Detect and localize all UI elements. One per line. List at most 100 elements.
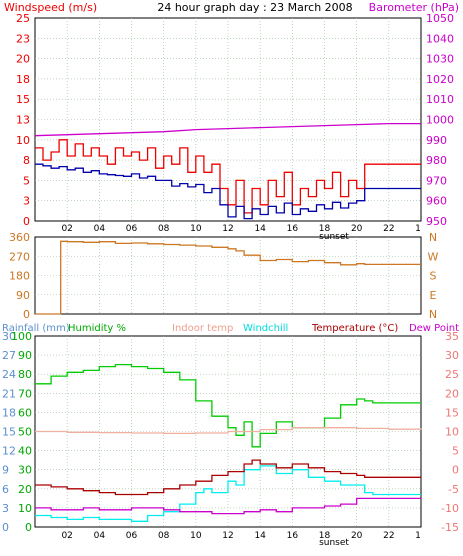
humidity-tick-label: 0 xyxy=(25,521,32,534)
direction-tick-label: 90 xyxy=(16,289,30,302)
wind-x-tick-label: 12 xyxy=(222,224,233,234)
legend-indoor-temp: Indoor temp xyxy=(172,323,233,334)
barometer-tick-label: 1030 xyxy=(426,53,454,66)
direction-tick-label: 180 xyxy=(9,270,30,283)
rainfall-tick-label: 27 xyxy=(2,349,16,362)
sunset-label-bottom: sunset xyxy=(319,538,349,548)
temp-x-tick-label: 08 xyxy=(158,531,170,541)
temperature-tick-label: 5 xyxy=(452,445,459,458)
barometer-axis-title: Barometer (hPa) xyxy=(369,1,459,14)
wind-x-tick-label: 06 xyxy=(126,224,138,234)
humidity-tick-label: 90 xyxy=(18,349,32,362)
direction-tick-label: 270 xyxy=(9,250,30,263)
humidity-tick-label: 60 xyxy=(18,406,32,419)
compass-tick-label: N xyxy=(429,231,437,244)
temp-series-humidity xyxy=(35,363,421,448)
windspeed-tick-label: 5 xyxy=(23,174,30,187)
barometer-tick-label: 980 xyxy=(426,154,447,167)
windspeed-axis-title: Windspeed (m/s) xyxy=(4,1,97,14)
humidity-tick-label: 80 xyxy=(18,368,32,381)
humidity-tick-label: 40 xyxy=(18,445,32,458)
temp-x-tick-label: 22 xyxy=(383,531,394,541)
temp-x-tick-label: 20 xyxy=(351,531,363,541)
temp-x-tick-label: 10 xyxy=(190,531,202,541)
temperature-tick-label: 0 xyxy=(452,464,459,477)
barometer-tick-label: 1040 xyxy=(426,32,454,45)
wind-x-tick-label: 04 xyxy=(94,224,106,234)
legend-dewpoint: Dew Point xyxy=(409,323,459,334)
temp-x-tick-label: 06 xyxy=(126,531,138,541)
barometer-tick-label: 1010 xyxy=(426,93,454,106)
grid-layer xyxy=(35,18,421,527)
wind-series-windspeed xyxy=(35,139,421,214)
temp-series-windchill xyxy=(35,465,421,522)
chart-title: 24 hour graph day : 23 March 2008 xyxy=(157,1,352,14)
wind-x-tick-label: 14 xyxy=(254,224,266,234)
temperature-tick-label: 30 xyxy=(445,349,459,362)
humidity-tick-label: 100 xyxy=(11,330,32,343)
rainfall-tick-label: 18 xyxy=(2,406,16,419)
barometer-tick-label: 950 xyxy=(426,215,447,228)
windspeed-tick-label: 18 xyxy=(16,73,30,86)
temperature-tick-label: -15 xyxy=(441,521,459,534)
wind-x-tick-label: 1 xyxy=(415,224,421,234)
barometer-tick-label: 1000 xyxy=(426,114,454,127)
temp-series-temperature xyxy=(35,459,421,496)
wind-x-tick-label: 18 xyxy=(319,224,331,234)
temp-x-tick-label: 04 xyxy=(94,531,106,541)
barometer-tick-label: 1050 xyxy=(426,12,454,25)
barometer-tick-label: 1020 xyxy=(426,73,454,86)
temp-x-tick-label: 14 xyxy=(254,531,266,541)
compass-tick-label: N xyxy=(429,308,437,321)
temp-x-tick-label: 12 xyxy=(222,531,233,541)
barometer-tick-label: 990 xyxy=(426,134,447,147)
humidity-tick-label: 20 xyxy=(18,483,32,496)
temperature-tick-label: 20 xyxy=(445,387,459,400)
windspeed-tick-label: 20 xyxy=(16,53,30,66)
temperature-tick-label: 35 xyxy=(445,330,459,343)
temp-series-indoor xyxy=(35,427,422,435)
windspeed-tick-label: 8 xyxy=(23,154,30,167)
direction-tick-label: 360 xyxy=(9,231,30,244)
wind-x-tick-label: 22 xyxy=(383,224,394,234)
compass-tick-label: S xyxy=(430,270,437,283)
humidity-tick-label: 50 xyxy=(18,426,32,439)
compass-tick-label: E xyxy=(430,289,437,302)
rainfall-tick-label: 12 xyxy=(2,445,16,458)
temp-x-tick-label: 1 xyxy=(415,531,421,541)
windspeed-tick-label: 10 xyxy=(16,134,30,147)
windspeed-tick-label: 23 xyxy=(16,32,30,45)
rainfall-tick-label: 0 xyxy=(2,521,9,534)
rainfall-tick-label: 3 xyxy=(2,502,9,515)
legend-temperature: Temperature (°C) xyxy=(311,323,398,334)
rainfall-tick-label: 24 xyxy=(2,368,16,381)
temperature-tick-label: 15 xyxy=(445,406,459,419)
wind-x-tick-label: 08 xyxy=(158,224,170,234)
direction-tick-label: 0 xyxy=(23,308,30,321)
legend-humidity: Humidity % xyxy=(68,323,126,334)
humidity-tick-label: 10 xyxy=(18,502,32,515)
legend-windchill: Windchill xyxy=(243,323,288,334)
rainfall-tick-label: 30 xyxy=(2,330,16,343)
wind-x-tick-label: 20 xyxy=(351,224,363,234)
temperature-tick-label: -5 xyxy=(448,483,459,496)
temp-x-tick-label: 02 xyxy=(61,531,72,541)
temperature-tick-label: 25 xyxy=(445,368,459,381)
rainfall-tick-label: 15 xyxy=(2,426,16,439)
barometer-tick-label: 960 xyxy=(426,195,447,208)
humidity-tick-label: 30 xyxy=(18,464,32,477)
wind-series-average_wind xyxy=(35,163,421,220)
windspeed-tick-label: 0 xyxy=(23,215,30,228)
barometer-tick-label: 970 xyxy=(426,174,447,187)
sunset-label-top: sunset xyxy=(319,232,349,242)
temp-x-tick-label: 18 xyxy=(319,531,331,541)
wind-series-barometer xyxy=(34,122,421,137)
series-layer xyxy=(34,122,422,522)
temp-x-tick-label: 16 xyxy=(287,531,299,541)
rainfall-tick-label: 9 xyxy=(2,464,9,477)
legend-rainfall: Rainfall (mm) xyxy=(2,323,70,334)
direction-series-direction xyxy=(35,240,421,315)
rainfall-tick-label: 6 xyxy=(2,483,9,496)
